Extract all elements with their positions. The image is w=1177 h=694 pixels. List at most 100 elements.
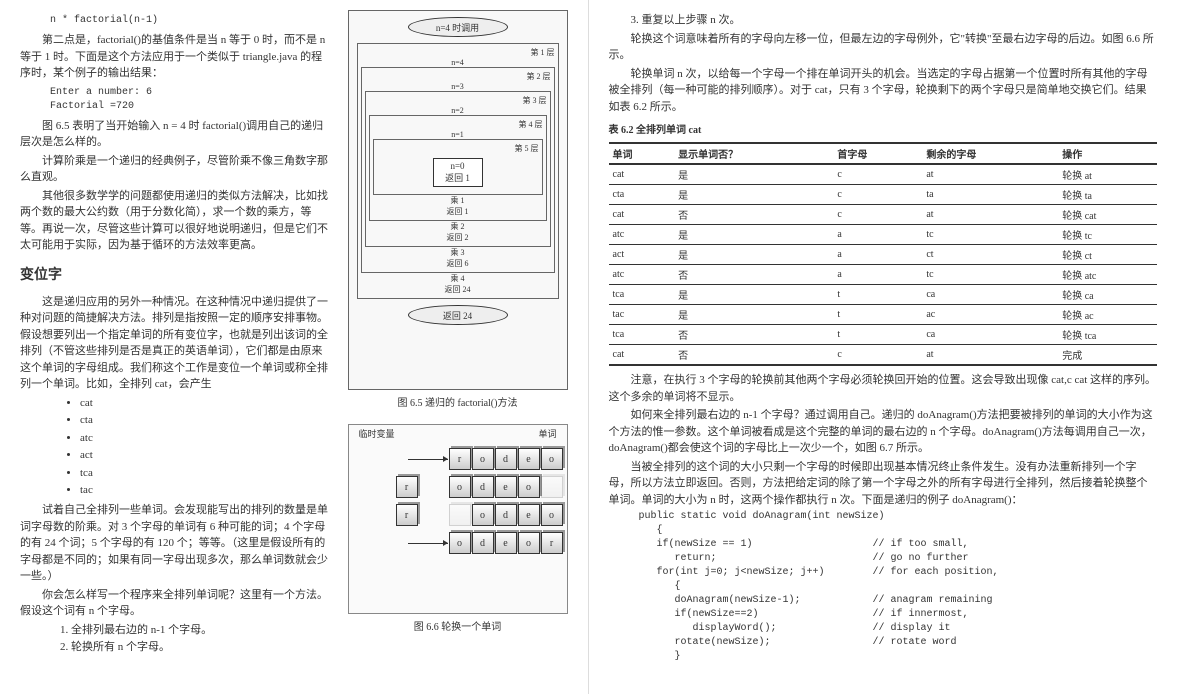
cube: e bbox=[495, 532, 517, 554]
arrow-icon bbox=[408, 543, 448, 544]
oval-top: n=4 时调用 bbox=[408, 17, 508, 37]
table-cell: 否 bbox=[674, 265, 833, 285]
table-cell: 否 bbox=[674, 325, 833, 345]
table-row: cat否cat轮换 cat bbox=[609, 205, 1158, 225]
table-cell: tc bbox=[922, 265, 1058, 285]
table-row: atc否atc轮换 atc bbox=[609, 265, 1158, 285]
table-cell: 轮换 ac bbox=[1058, 305, 1157, 325]
list-item: act bbox=[80, 447, 333, 465]
table-cell: c bbox=[833, 185, 922, 205]
table-cell: 是 bbox=[674, 164, 833, 185]
paragraph: 试着自己全排列一些单词。会发现能写出的排列的数量是单词字母数的阶乘。对 3 个字… bbox=[20, 502, 333, 585]
layer-label: 第 3 层 bbox=[369, 95, 547, 106]
cube: d bbox=[495, 448, 517, 470]
layer-label: 第 2 层 bbox=[365, 71, 551, 82]
cube: o bbox=[472, 448, 494, 470]
table-cell: tc bbox=[922, 225, 1058, 245]
cube: o bbox=[541, 504, 563, 526]
arrow-icon bbox=[408, 459, 448, 460]
table-row: act是act轮换 ct bbox=[609, 245, 1158, 265]
cube-empty bbox=[541, 476, 563, 498]
table-cell: cta bbox=[609, 185, 675, 205]
table-cell: atc bbox=[609, 265, 675, 285]
table-cell: 轮换 ca bbox=[1058, 285, 1157, 305]
paragraph: 图 6.5 表明了当开始输入 n = 4 时 factorial()调用自己的递… bbox=[20, 118, 333, 151]
table-cell: tca bbox=[609, 325, 675, 345]
paragraph: 轮换这个词意味着所有的字母向左移一位，但最左边的字母例外，它"转换"至最右边字母… bbox=[609, 31, 1158, 64]
cube: e bbox=[495, 476, 517, 498]
code-snippet-top: n * factorial(n-1) bbox=[50, 14, 333, 28]
cube-row: r o d e o bbox=[353, 448, 563, 470]
table-cell: 轮换 atc bbox=[1058, 265, 1157, 285]
left-figure-column: n=4 时调用 第 1 层 n=4 第 2 层 n=3 第 3 层 n=2 第 … bbox=[348, 10, 568, 657]
code-output: Enter a number: 6 Factorial =720 bbox=[50, 86, 333, 114]
left-text-column: n * factorial(n-1) 第二点是，factorial()的基值条件… bbox=[20, 10, 333, 657]
table-cell: 轮换 ct bbox=[1058, 245, 1157, 265]
figure-6-6-caption: 图 6.6 轮换一个单词 bbox=[348, 618, 568, 633]
table-header: 剩余的字母 bbox=[922, 143, 1058, 164]
table-cell: 轮换 cat bbox=[1058, 205, 1157, 225]
numbered-steps: 1. 全排列最右边的 n-1 个字母。 2. 轮换所有 n 个字母。 bbox=[60, 622, 333, 657]
table-cell: c bbox=[833, 164, 922, 185]
table-cell: 是 bbox=[674, 305, 833, 325]
cube-temp: r bbox=[396, 504, 418, 526]
anagram-bullet-list: cat cta atc act tca tac bbox=[80, 395, 333, 501]
table-6-2-title: 表 6.2 全排列单词 cat bbox=[609, 121, 1158, 136]
paragraph: 第二点是，factorial()的基值条件是当 n 等于 0 时，而不是 n 等… bbox=[20, 32, 333, 82]
paragraph: 轮换单词 n 次，以给每一个字母一个排在单词开头的机会。当选定的字母占据第一个位… bbox=[609, 66, 1158, 116]
code-doAnagram: public static void doAnagram(int newSize… bbox=[639, 510, 1158, 664]
table-cell: a bbox=[833, 245, 922, 265]
list-item: atc bbox=[80, 430, 333, 448]
table-cell: c bbox=[833, 205, 922, 225]
table-cell: at bbox=[922, 205, 1058, 225]
cube: o bbox=[472, 504, 494, 526]
table-cell: c bbox=[833, 345, 922, 366]
oval-bottom: 返回 24 bbox=[408, 305, 508, 325]
list-item: tca bbox=[80, 465, 333, 483]
mult: 乘 4返回 24 bbox=[361, 273, 555, 295]
list-item: cat bbox=[80, 395, 333, 413]
paragraph: 这是递归应用的另外一种情况。在这种情况中递归提供了一种对问题的简捷解决方法。排列… bbox=[20, 294, 333, 393]
table-cell: act bbox=[609, 245, 675, 265]
figure-6-5-caption: 图 6.5 递归的 factorial()方法 bbox=[348, 394, 568, 409]
table-cell: tac bbox=[609, 305, 675, 325]
cube-row: o d e o r bbox=[353, 532, 563, 554]
table-cell: ac bbox=[922, 305, 1058, 325]
label-temp: 临时变量 bbox=[359, 427, 395, 440]
table-cell: cat bbox=[609, 345, 675, 366]
table-cell: a bbox=[833, 265, 922, 285]
table-cell: cat bbox=[609, 164, 675, 185]
table-cell: t bbox=[833, 325, 922, 345]
cube-row: r o d e o bbox=[353, 476, 563, 498]
cube: r bbox=[449, 448, 471, 470]
step: 2. 轮换所有 n 个字母。 bbox=[60, 639, 333, 657]
table-row: tca是tca轮换 ca bbox=[609, 285, 1158, 305]
mult: 乘 1返回 1 bbox=[373, 195, 543, 217]
paragraph: 注意，在执行 3 个字母的轮换前其他两个字母必须轮换回开始的位置。这会导致出现像… bbox=[609, 372, 1158, 405]
table-cell: 是 bbox=[674, 245, 833, 265]
table-cell: at bbox=[922, 345, 1058, 366]
table-row: tca否tca轮换 tca bbox=[609, 325, 1158, 345]
paragraph: 其他很多数学学的问题都使用递归的类似方法解决，比如找两个数的最大公约数（用于分数… bbox=[20, 188, 333, 254]
table-header: 显示单词否？ bbox=[674, 143, 833, 164]
cube-empty bbox=[449, 504, 471, 526]
table-cell: 轮换 at bbox=[1058, 164, 1157, 185]
table-cell: 完成 bbox=[1058, 345, 1157, 366]
paragraph: 如何来全排列最右边的 n-1 个字母？通过调用自己。递归的 doAnagram(… bbox=[609, 407, 1158, 457]
step-3: 3. 重复以上步骤 n 次。 bbox=[609, 12, 1158, 29]
label-word: 单词 bbox=[538, 427, 556, 440]
figure-6-6: 临时变量 单词 r o d e o r o d e o bbox=[348, 424, 568, 614]
page-right: 3. 重复以上步骤 n 次。 轮换这个词意味着所有的字母向左移一位，但最左边的字… bbox=[589, 0, 1177, 694]
table-cell: 轮换 tc bbox=[1058, 225, 1157, 245]
cube: o bbox=[518, 476, 540, 498]
mult: 乘 2返回 2 bbox=[369, 221, 547, 243]
cube: o bbox=[518, 532, 540, 554]
table-cell: at bbox=[922, 164, 1058, 185]
cube: e bbox=[518, 504, 540, 526]
table-cell: 是 bbox=[674, 185, 833, 205]
table-row: cat是cat轮换 at bbox=[609, 164, 1158, 185]
step: 1. 全排列最右边的 n-1 个字母。 bbox=[60, 622, 333, 640]
layer-label: 第 4 层 bbox=[373, 119, 543, 130]
table-row: cta是cta轮换 ta bbox=[609, 185, 1158, 205]
paragraph: 你会怎么样写一个程序来全排列单词呢？这里有一个方法。假设这个词有 n 个字母。 bbox=[20, 587, 333, 620]
